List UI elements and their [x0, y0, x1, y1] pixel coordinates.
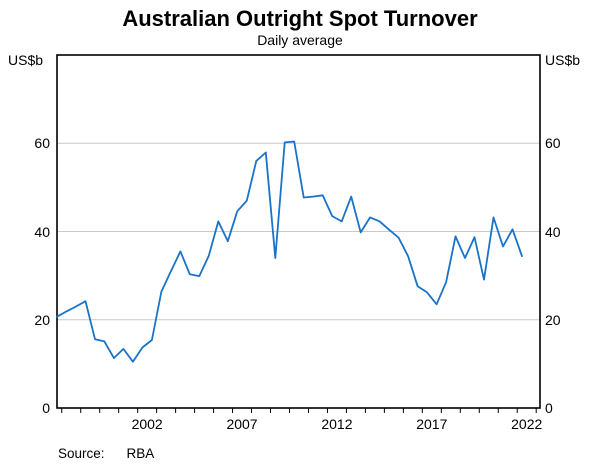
plot-frame — [56, 54, 541, 409]
y-axis-tick-label-left-20: 20 — [34, 311, 50, 328]
chart-subtitle: Daily average — [257, 32, 343, 48]
y-axis-unit-left: US$b — [8, 52, 44, 68]
y-axis-tick-label-left-60: 60 — [34, 135, 50, 152]
x-axis-tick-label-2017: 2017 — [416, 416, 448, 432]
x-axis-tick-label-2007: 2007 — [226, 416, 258, 432]
source-note: Source: RBA — [58, 446, 154, 461]
x-axis-tick-label-2002: 2002 — [131, 416, 163, 432]
chart-title: Australian Outright Spot Turnover — [122, 6, 478, 31]
y-axis-tick-label-right-20: 20 — [545, 311, 561, 328]
y-axis-tick-label-left-0: 0 — [42, 400, 50, 416]
y-axis-unit-right: US$b — [545, 52, 581, 68]
y-axis-tick-label-left-40: 40 — [34, 223, 50, 240]
x-axis-tick-label-2012: 2012 — [321, 416, 353, 432]
x-axis-tick-label-2022: 2022 — [511, 416, 543, 432]
y-axis-tick-label-right-0: 0 — [545, 400, 553, 416]
source-label: Source: — [58, 446, 105, 461]
turnover-series-line — [56, 140, 523, 363]
y-axis-tick-label-right-40: 40 — [545, 223, 561, 240]
source-value: RBA — [126, 446, 155, 461]
y-axis-tick-label-right-60: 60 — [545, 135, 561, 152]
